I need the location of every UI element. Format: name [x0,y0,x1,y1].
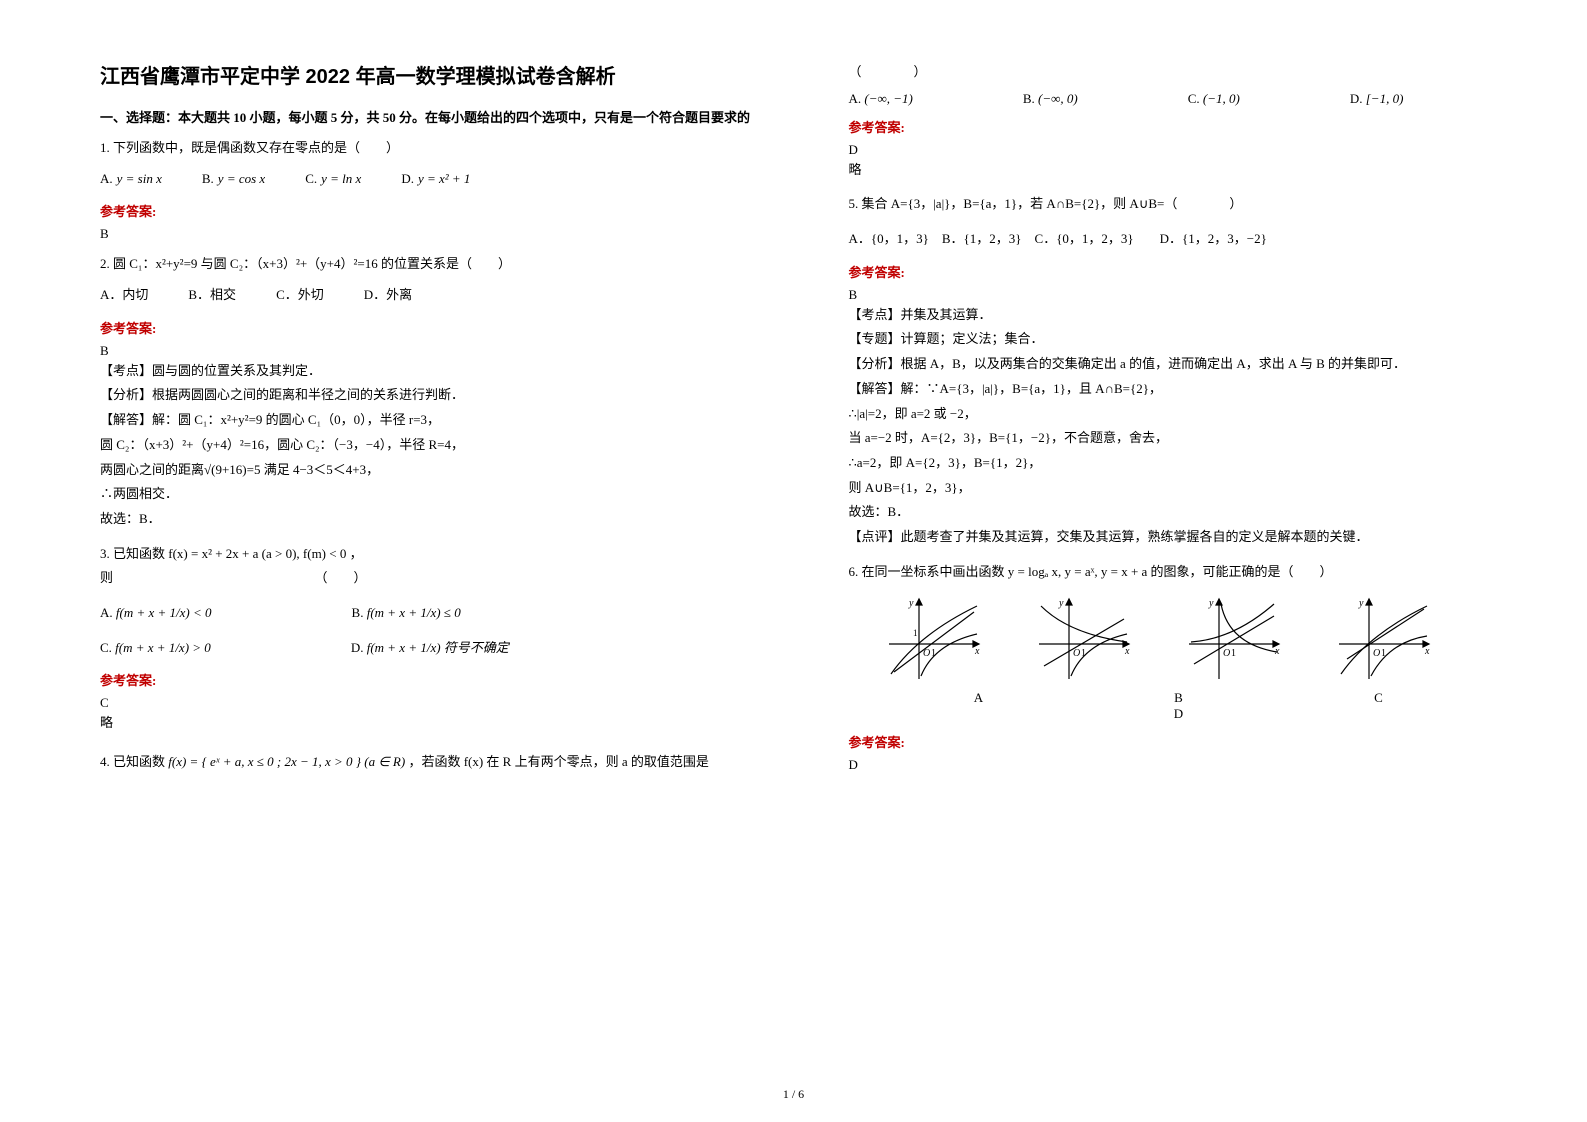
left-column: 江西省鹰潭市平定中学 2022 年高一数学理模拟试卷含解析 一、选择题：本大题共… [100,60,789,785]
q1-stem: 1. 下列函数中，既是偶函数又存在零点的是（ ） [100,136,789,161]
svg-text:x: x [1124,646,1130,657]
q1-opt-a: A. y = sin x [100,167,162,192]
q5-exp-9: 【点评】此题考查了并集及其运算，交集及其运算，熟练掌握各自的定义是解本题的关键． [849,525,1538,550]
q2-exp-6: 故选：B． [100,507,789,532]
svg-text:y: y [1358,598,1364,609]
q6-stem: 6. 在同一坐标系中画出函数 y = logₐ x, y = aˣ, y = x… [849,560,1538,585]
q6-chart-b: O 1 x y [1029,594,1139,684]
page-title: 江西省鹰潭市平定中学 2022 年高一数学理模拟试卷含解析 [100,60,789,89]
question-6: 6. 在同一坐标系中画出函数 y = logₐ x, y = aˣ, y = x… [849,560,1538,585]
q5-exp-4: ∴|a|=2，即 a=2 或 −2， [849,402,1538,427]
q1-opt-b: B. y = cos x [202,167,265,192]
q2-opt-b: B．相交 [188,283,236,308]
q5-exp-2: 【分析】根据 A，B，以及两集合的交集确定出 a 的值，进而确定出 A，求出 A… [849,352,1538,377]
svg-text:x: x [974,646,980,657]
q2-stem: 2. 圆 C₁：x²+y²=9 与圆 C₂：（x+3）²+（y+4）²=16 的… [100,252,789,277]
answer-label: 参考答案: [849,732,1538,751]
svg-text:1: 1 [913,628,918,638]
q3-opt-c: C. f(m + x + 1/x) > 0 [100,636,211,661]
q2-exp-1: 【分析】根据两圆圆心之间的距离和半径之间的关系进行判断． [100,383,789,408]
q6-label-c: C [1279,690,1479,706]
svg-text:1: 1 [931,648,936,659]
answer-label: 参考答案: [849,262,1538,281]
svg-text:1: 1 [1081,648,1086,659]
q6-label-a: A [879,690,1079,706]
answer-label: 参考答案: [849,117,1538,136]
section-1-heading: 一、选择题：本大题共 10 小题，每小题 5 分，共 50 分。在每小题给出的四… [100,107,789,126]
q3-opt-d: D. f(m + x + 1/x) 符号不确定 [351,636,509,661]
q5-exp-5: 当 a=−2 时，A={2，3}，B={1，−2}，不合题意，舍去， [849,426,1538,451]
svg-text:1: 1 [1381,648,1386,659]
svg-text:1: 1 [1231,648,1236,659]
svg-text:x: x [1424,646,1430,657]
svg-text:O: O [1073,648,1080,659]
q4-opt-d: D. [−1, 0) [1350,91,1404,107]
svg-text:O: O [1223,648,1230,659]
q4-fx: f(x) = { eˣ + a, x ≤ 0 ; 2x − 1, x > 0 }… [168,754,405,769]
q6-label-d: D [879,706,1479,722]
q6-answer: D [849,757,1538,773]
question-3: 3. 已知函数 f(x) = x² + 2x + a (a > 0), f(m)… [100,542,789,661]
q4-opt-c: C. (−1, 0) [1188,91,1240,107]
question-4: 4. 已知函数 f(x) = { eˣ + a, x ≤ 0 ; 2x − 1,… [100,750,789,775]
right-column: （ ） A. (−∞, −1) B. (−∞, 0) C. (−1, 0) D.… [849,60,1538,785]
q3-answer: C [100,695,789,711]
q5-answer: B [849,287,1538,303]
q4-stem-b: ，若函数 f(x) 在 R 上有两个零点，则 a 的取值范围是 [408,754,708,769]
q1-opt-d: D. y = x² + 1 [401,167,470,192]
q6-chart-labels: A B C [879,690,1479,706]
svg-text:x: x [1274,646,1280,657]
q3-opt-b: B. f(m + x + 1/x) ≤ 0 [352,601,461,626]
q2-exp-2: 【解答】解：圆 C₁：x²+y²=9 的圆心 C₁（0，0），半径 r=3， [100,408,789,433]
question-5: 5. 集合 A={3，|a|}，B={a，1}，若 A∩B={2}，则 A∪B=… [849,192,1538,251]
page-footer: 1 / 6 [0,1087,1587,1102]
q1-answer: B [100,226,789,242]
q2-exp-3: 圆 C₂：（x+3）²+（y+4）²=16，圆心 C₂：（−3，−4），半径 R… [100,433,789,458]
q1-opt-c: C. y = ln x [305,167,361,192]
q2-exp-5: ∴两圆相交． [100,482,789,507]
q5-exp-8: 故选：B． [849,500,1538,525]
answer-label: 参考答案: [100,670,789,689]
q5-stem: 5. 集合 A={3，|a|}，B={a，1}，若 A∩B={2}，则 A∪B=… [849,192,1538,217]
answer-label: 参考答案: [100,318,789,337]
q2-opt-d: D．外离 [364,283,412,308]
q4-opt-a: A. (−∞, −1) [849,91,913,107]
svg-text:O: O [923,648,930,659]
q3-note: 略 [100,711,789,736]
q5-exp-6: ∴a=2，即 A={2，3}，B={1，2}， [849,451,1538,476]
q4-note: 略 [849,158,1538,183]
q4-stem-a: 4. 已知函数 [100,754,165,769]
q3-opt-a: A. f(m + x + 1/x) < 0 [100,601,212,626]
q5-exp-3: 【解答】解：∵A={3，|a|}，B={a，1}，且 A∩B={2}， [849,377,1538,402]
q3-stem-b: 则 （ ） [100,566,789,591]
svg-text:O: O [1373,648,1380,659]
q4-opt-b: B. (−∞, 0) [1023,91,1078,107]
svg-text:y: y [1208,598,1214,609]
q6-chart-c: O 1 x y [1179,594,1289,684]
q5-exp-0: 【考点】并集及其运算． [849,303,1538,328]
q2-opt-a: A．内切 [100,283,148,308]
q6-chart-a: O 1 x y 1 [879,594,989,684]
svg-text:y: y [908,598,914,609]
q4-cont: （ ） [849,60,1538,85]
q5-opts: A．{0，1，3} B．{1，2，3} C．{0，1，2，3} D．{1，2，3… [849,227,1538,252]
q5-exp-1: 【专题】计算题；定义法；集合． [849,327,1538,352]
q2-opt-c: C．外切 [276,283,324,308]
q6-chart-d: O 1 x y [1329,594,1439,684]
q2-exp-4: 两圆心之间的距离√(9+16)=5 满足 4−3＜5＜4+3， [100,458,789,483]
q6-label-b: B [1079,690,1279,706]
q6-charts: O 1 x y 1 O 1 x [879,594,1538,684]
q4-answer: D [849,142,1538,158]
q2-exp-0: 【考点】圆与圆的位置关系及其判定． [100,359,789,384]
question-1: 1. 下列函数中，既是偶函数又存在零点的是（ ） A. y = sin x B.… [100,136,789,191]
answer-label: 参考答案: [100,201,789,220]
svg-text:y: y [1058,598,1064,609]
question-2: 2. 圆 C₁：x²+y²=9 与圆 C₂：（x+3）²+（y+4）²=16 的… [100,252,789,307]
q5-exp-7: 则 A∪B={1，2，3}， [849,476,1538,501]
q2-answer: B [100,343,789,359]
q3-stem-a: 3. 已知函数 f(x) = x² + 2x + a (a > 0), f(m)… [100,542,789,567]
